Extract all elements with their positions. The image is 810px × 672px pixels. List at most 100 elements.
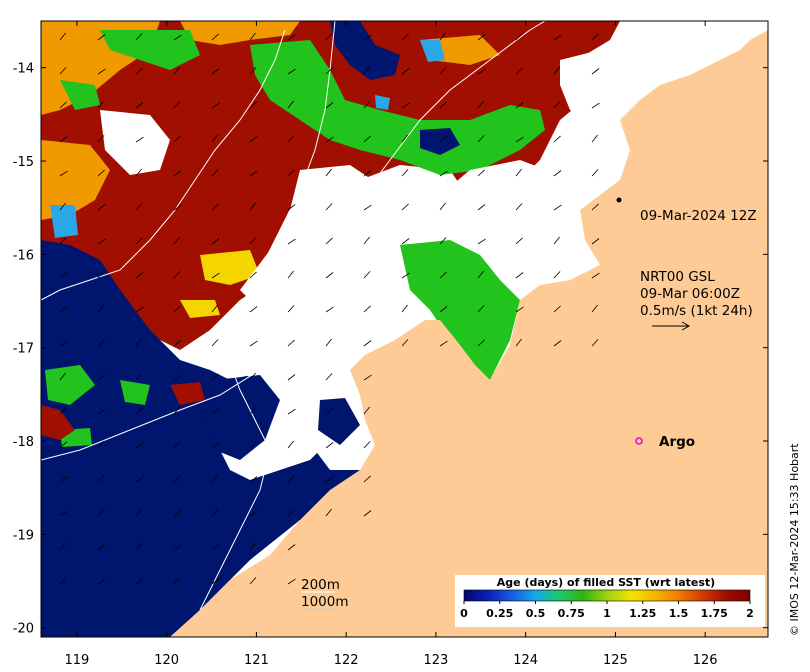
sst-patch-yellow [180,250,260,318]
current-vector [363,441,371,449]
current-vector [249,372,256,381]
sst-patch-green-south [45,365,150,447]
current-vector [439,170,448,177]
current-vector [591,68,600,75]
current-vector [401,169,409,177]
current-vector [515,272,524,279]
current-vector [325,67,333,75]
current-vector [439,67,447,75]
cloud-gap-central [100,110,380,310]
current-vector [439,101,447,109]
current-vector [173,204,182,211]
current-vector [439,237,447,245]
current-vector [363,236,370,245]
current-vector [553,170,562,177]
current-vector [97,169,105,177]
current-vector [477,339,485,347]
colorbar-ramp [463,589,751,602]
current-vector [325,476,334,483]
current-vector [553,236,560,245]
current-vector [591,102,600,109]
current-vector [363,305,371,313]
current-vector [135,33,143,41]
current-vector [477,34,486,41]
current-vector [325,136,334,143]
current-vector [401,272,410,279]
current-vector [515,203,523,211]
current-vector [249,202,256,211]
current-vector [401,33,409,41]
current-vector [363,340,372,347]
current-vector [363,271,371,279]
current-vector [363,510,372,517]
current-vector [401,238,410,245]
current-vector [553,135,561,143]
current-vector [135,67,143,75]
current-vector [135,272,144,279]
lon-tick-label: 123 [423,653,448,668]
current-vector [97,305,105,313]
current-vector [553,271,561,279]
current-vector [325,237,333,245]
sst-patch-blue-coastal [205,375,360,460]
current-vector [97,204,106,211]
current-vector [325,442,334,449]
current-vector [59,170,68,177]
current-vector [439,136,448,143]
current-vector [287,475,295,483]
current-vector [325,272,334,279]
current-vector [211,408,220,415]
current-vector [97,339,105,347]
current-vector [211,373,219,381]
current-vector [325,168,332,177]
current-vector [363,135,371,143]
current-vector [135,203,143,211]
argo-float-marker [635,437,643,445]
current-vector [287,440,294,449]
current-vector [287,374,296,381]
current-vector [59,372,66,381]
sst-patch-red-south [41,382,205,440]
current-vector [287,544,296,551]
current-vector [401,68,410,75]
current-vector [477,100,484,109]
current-vector [363,170,372,177]
current-vector [59,441,67,449]
current-vector [249,542,256,551]
current-vector [211,134,218,143]
current-vector [249,101,257,109]
current-vector [249,577,257,585]
current-vector [401,102,410,109]
current-vector [173,101,181,109]
current-vector [97,544,106,551]
current-vector [591,238,600,245]
current-vector [553,340,562,347]
current-vector [249,170,258,177]
current-vector [211,33,219,41]
current-vector [515,306,524,313]
current-vector [477,68,486,75]
lat-tick-label: -16 [13,248,34,263]
current-vector [287,169,295,177]
current-vector [591,169,599,177]
contour-west [41,29,286,301]
current-vector [591,134,598,143]
current-vector [287,135,295,143]
colorbar-ticks: 0 0.25 0.5 0.75 1 1.25 1.5 1.75 2 [460,601,754,620]
current-vector [173,475,181,483]
current-vector [173,406,180,415]
current-vector [363,34,372,41]
current-vector [287,408,296,415]
current-vector [135,306,144,313]
current-vector [401,134,408,143]
colorbar-title: Age (days) of filled SST (wrt latest) [497,576,715,589]
current-vector [211,442,220,449]
lat-tick-label: -19 [13,528,34,543]
current-vector [515,67,523,75]
current-vector [59,542,66,551]
current-vector [591,272,600,279]
current-vector [173,510,182,517]
colorbar-tick-label: 0.5 [526,607,546,620]
current-vector [59,67,67,75]
